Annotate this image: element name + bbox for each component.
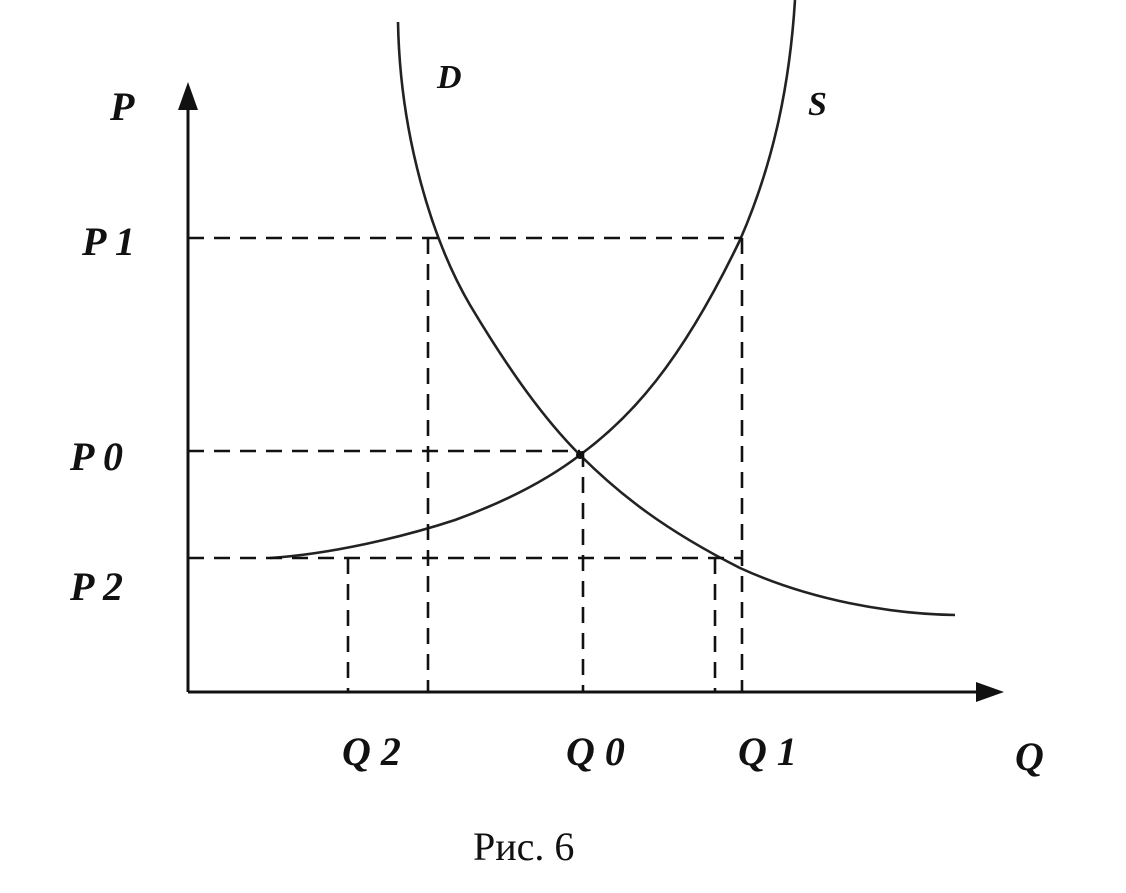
x-axis-label: Q (1015, 734, 1044, 779)
supply-curve-label: S (808, 86, 827, 123)
quantity-label-q2: Q 2 (342, 729, 401, 774)
price-label-p0: P 0 (69, 434, 123, 479)
figure-caption: Рис. 6 (473, 824, 574, 869)
demand-curve (396, 21, 956, 617)
price-label-p1: P 1 (81, 219, 135, 264)
supply-curve (269, 0, 797, 560)
demand-curve-label: D (436, 59, 462, 96)
quantity-label-q1: Q 1 (738, 729, 797, 774)
equilibrium-point (576, 451, 584, 459)
x-axis-arrowhead (976, 682, 1004, 702)
quantity-label-q0: Q 0 (566, 729, 625, 774)
price-label-p2: P 2 (69, 564, 123, 609)
y-axis-arrowhead (178, 82, 198, 110)
y-axis-label: P (109, 84, 135, 129)
